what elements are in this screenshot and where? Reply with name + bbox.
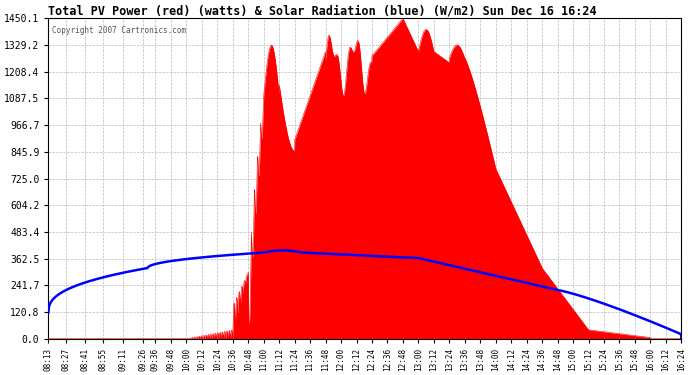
Text: Total PV Power (red) (watts) & Solar Radiation (blue) (W/m2) Sun Dec 16 16:24: Total PV Power (red) (watts) & Solar Rad… xyxy=(48,4,597,17)
Text: Copyright 2007 Cartronics.com: Copyright 2007 Cartronics.com xyxy=(52,26,186,35)
